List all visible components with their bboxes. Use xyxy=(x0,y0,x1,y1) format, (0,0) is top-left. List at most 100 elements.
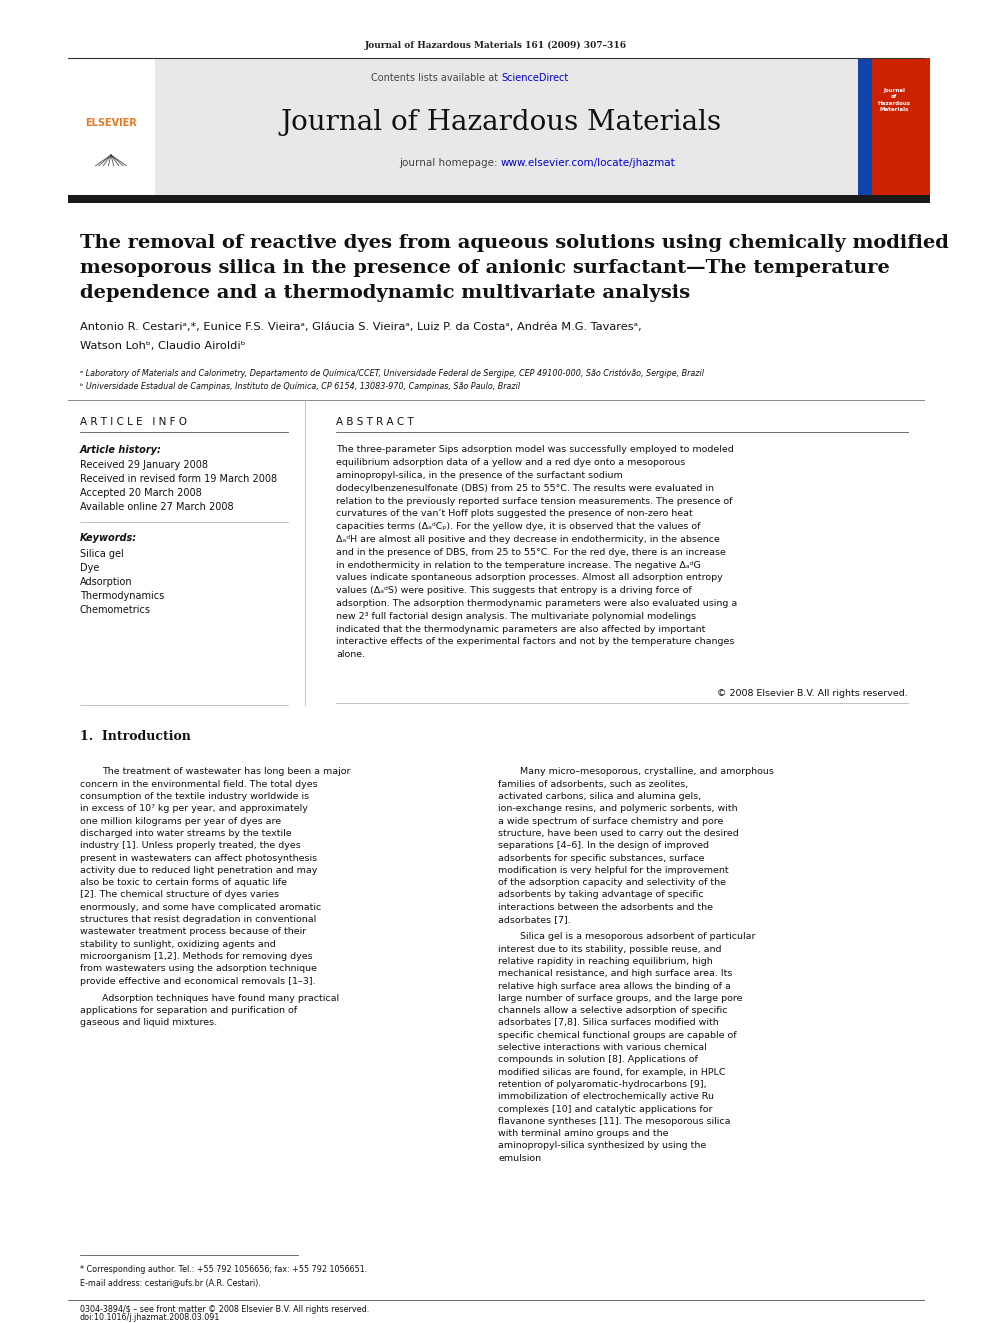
Text: large number of surface groups, and the large pore: large number of surface groups, and the … xyxy=(498,994,742,1003)
Text: of the adsorption capacity and selectivity of the: of the adsorption capacity and selectivi… xyxy=(498,878,726,888)
Text: Article history:: Article history: xyxy=(80,445,162,455)
Text: Dye: Dye xyxy=(80,564,99,573)
Text: in excess of 10⁷ kg per year, and approximately: in excess of 10⁷ kg per year, and approx… xyxy=(80,804,308,814)
Text: Antonio R. Cestariᵃ,*, Eunice F.S. Vieiraᵃ, Gláucia S. Vieiraᵃ, Luiz P. da Costa: Antonio R. Cestariᵃ,*, Eunice F.S. Vieir… xyxy=(80,321,642,332)
Text: adsorption. The adsorption thermodynamic parameters were also evaluated using a: adsorption. The adsorption thermodynamic… xyxy=(336,599,737,609)
Text: with terminal amino groups and the: with terminal amino groups and the xyxy=(498,1130,669,1138)
Text: present in wastewaters can affect photosynthesis: present in wastewaters can affect photos… xyxy=(80,853,317,863)
Text: complexes [10] and catalytic applications for: complexes [10] and catalytic application… xyxy=(498,1105,712,1114)
Text: The removal of reactive dyes from aqueous solutions using chemically modified: The removal of reactive dyes from aqueou… xyxy=(80,234,949,251)
Text: modification is very helpful for the improvement: modification is very helpful for the imp… xyxy=(498,865,729,875)
Text: aminopropyl-silica, in the presence of the surfactant sodium: aminopropyl-silica, in the presence of t… xyxy=(336,471,623,480)
Text: Chemometrics: Chemometrics xyxy=(80,605,151,615)
Text: wastewater treatment process because of their: wastewater treatment process because of … xyxy=(80,927,307,937)
Text: doi:10.1016/j.jhazmat.2008.03.091: doi:10.1016/j.jhazmat.2008.03.091 xyxy=(80,1314,220,1323)
Text: new 2³ full factorial design analysis. The multivariate polynomial modelings: new 2³ full factorial design analysis. T… xyxy=(336,613,696,620)
Text: emulsion: emulsion xyxy=(498,1154,541,1163)
Text: A B S T R A C T: A B S T R A C T xyxy=(336,417,414,427)
Text: activity due to reduced light penetration and may: activity due to reduced light penetratio… xyxy=(80,865,317,875)
Text: Silica gel is a mesoporous adsorbent of particular: Silica gel is a mesoporous adsorbent of … xyxy=(520,933,756,942)
Text: Received in revised form 19 March 2008: Received in revised form 19 March 2008 xyxy=(80,474,277,484)
Text: dodecylbenzenesulfonate (DBS) from 25 to 55°C. The results were evaluated in: dodecylbenzenesulfonate (DBS) from 25 to… xyxy=(336,484,714,493)
Text: Adsorption: Adsorption xyxy=(80,577,133,587)
Text: Silica gel: Silica gel xyxy=(80,549,124,560)
Text: www.elsevier.com/locate/jhazmat: www.elsevier.com/locate/jhazmat xyxy=(501,157,676,168)
Text: ELSEVIER: ELSEVIER xyxy=(85,118,137,128)
Text: provide effective and economical removals [1–3].: provide effective and economical removal… xyxy=(80,976,315,986)
Text: Accepted 20 March 2008: Accepted 20 March 2008 xyxy=(80,488,201,497)
Bar xyxy=(68,58,155,194)
Text: interactions between the adsorbents and the: interactions between the adsorbents and … xyxy=(498,902,713,912)
Text: mechanical resistance, and high surface area. Its: mechanical resistance, and high surface … xyxy=(498,970,732,978)
Text: modified silicas are found, for example, in HPLC: modified silicas are found, for example,… xyxy=(498,1068,725,1077)
Text: relation to the previously reported surface tension measurements. The presence o: relation to the previously reported surf… xyxy=(336,496,732,505)
Text: Adsorption techniques have found many practical: Adsorption techniques have found many pr… xyxy=(102,994,339,1003)
Text: [2]. The chemical structure of dyes varies: [2]. The chemical structure of dyes vari… xyxy=(80,890,279,900)
Text: ΔₐᵈH are almost all positive and they decrease in endothermicity, in the absence: ΔₐᵈH are almost all positive and they de… xyxy=(336,534,720,544)
Text: retention of polyaromatic-hydrocarbons [9],: retention of polyaromatic-hydrocarbons [… xyxy=(498,1080,706,1089)
Text: relative high surface area allows the binding of a: relative high surface area allows the bi… xyxy=(498,982,731,991)
Text: capacities terms (ΔₐᵈCₚ). For the yellow dye, it is observed that the values of: capacities terms (ΔₐᵈCₚ). For the yellow… xyxy=(336,523,700,532)
Text: channels allow a selective adsorption of specific: channels allow a selective adsorption of… xyxy=(498,1007,727,1015)
Text: The three-parameter Sips adsorption model was successfully employed to modeled: The three-parameter Sips adsorption mode… xyxy=(336,446,734,455)
Text: structures that resist degradation in conventional: structures that resist degradation in co… xyxy=(80,916,316,923)
Text: interactive effects of the experimental factors and not by the temperature chang: interactive effects of the experimental … xyxy=(336,638,734,647)
Text: A R T I C L E   I N F O: A R T I C L E I N F O xyxy=(80,417,187,427)
Text: flavanone syntheses [11]. The mesoporous silica: flavanone syntheses [11]. The mesoporous… xyxy=(498,1117,730,1126)
Text: and in the presence of DBS, from 25 to 55°C. For the red dye, there is an increa: and in the presence of DBS, from 25 to 5… xyxy=(336,548,726,557)
Text: Watson Lohᵇ, Claudio Airoldiᵇ: Watson Lohᵇ, Claudio Airoldiᵇ xyxy=(80,341,245,351)
Text: relative rapidity in reaching equilibrium, high: relative rapidity in reaching equilibriu… xyxy=(498,957,712,966)
Text: ᵇ Universidade Estadual de Campinas, Instituto de Química, CP 6154, 13083-970, C: ᵇ Universidade Estadual de Campinas, Ins… xyxy=(80,382,520,392)
Text: enormously, and some have complicated aromatic: enormously, and some have complicated ar… xyxy=(80,902,321,912)
Text: adsorbents by taking advantage of specific: adsorbents by taking advantage of specif… xyxy=(498,890,703,900)
Text: adsorbents for specific substances, surface: adsorbents for specific substances, surf… xyxy=(498,853,704,863)
Text: one million kilograms per year of dyes are: one million kilograms per year of dyes a… xyxy=(80,816,281,826)
Text: immobilization of electrochemically active Ru: immobilization of electrochemically acti… xyxy=(498,1093,714,1101)
Text: Contents lists available at: Contents lists available at xyxy=(371,73,501,83)
Text: gaseous and liquid mixtures.: gaseous and liquid mixtures. xyxy=(80,1019,217,1028)
Text: dependence and a thermodynamic multivariate analysis: dependence and a thermodynamic multivari… xyxy=(80,284,690,302)
Text: adsorbates [7,8]. Silica surfaces modified with: adsorbates [7,8]. Silica surfaces modifi… xyxy=(498,1019,719,1028)
Text: consumption of the textile industry worldwide is: consumption of the textile industry worl… xyxy=(80,792,310,802)
Text: industry [1]. Unless properly treated, the dyes: industry [1]. Unless properly treated, t… xyxy=(80,841,301,851)
Text: values indicate spontaneous adsorption processes. Almost all adsorption entropy: values indicate spontaneous adsorption p… xyxy=(336,573,723,582)
Text: adsorbates [7].: adsorbates [7]. xyxy=(498,916,570,923)
Text: Thermodynamics: Thermodynamics xyxy=(80,591,165,601)
Text: * Corresponding author. Tel.: +55 792 1056656; fax: +55 792 1056651.: * Corresponding author. Tel.: +55 792 10… xyxy=(80,1265,367,1274)
Text: discharged into water streams by the textile: discharged into water streams by the tex… xyxy=(80,830,292,837)
Text: indicated that the thermodynamic parameters are also affected by important: indicated that the thermodynamic paramet… xyxy=(336,624,705,634)
Text: values (ΔₐᵈS) were positive. This suggests that entropy is a driving force of: values (ΔₐᵈS) were positive. This sugges… xyxy=(336,586,691,595)
Text: E-mail address: cestari@ufs.br (A.R. Cestari).: E-mail address: cestari@ufs.br (A.R. Ces… xyxy=(80,1278,261,1287)
Bar xyxy=(858,58,930,194)
Text: selective interactions with various chemical: selective interactions with various chem… xyxy=(498,1043,706,1052)
Bar xyxy=(68,58,858,194)
Text: structure, have been used to carry out the desired: structure, have been used to carry out t… xyxy=(498,830,739,837)
Text: also be toxic to certain forms of aquatic life: also be toxic to certain forms of aquati… xyxy=(80,878,287,888)
Text: The treatment of wastewater has long been a major: The treatment of wastewater has long bee… xyxy=(102,767,350,777)
Bar xyxy=(858,58,872,194)
Text: aminopropyl-silica synthesized by using the: aminopropyl-silica synthesized by using … xyxy=(498,1142,706,1151)
Text: in endothermicity in relation to the temperature increase. The negative ΔₐᵈG: in endothermicity in relation to the tem… xyxy=(336,561,700,570)
Text: © 2008 Elsevier B.V. All rights reserved.: © 2008 Elsevier B.V. All rights reserved… xyxy=(717,688,908,697)
Text: 1.  Introduction: 1. Introduction xyxy=(80,730,190,744)
Text: Journal of Hazardous Materials: Journal of Hazardous Materials xyxy=(281,108,721,135)
Bar xyxy=(68,194,930,202)
Text: Many micro–mesoporous, crystalline, and amorphous: Many micro–mesoporous, crystalline, and … xyxy=(520,767,774,777)
Text: a wide spectrum of surface chemistry and pore: a wide spectrum of surface chemistry and… xyxy=(498,816,723,826)
Text: curvatures of the van’t Hoff plots suggested the presence of non-zero heat: curvatures of the van’t Hoff plots sugge… xyxy=(336,509,692,519)
Text: microorganism [1,2]. Methods for removing dyes: microorganism [1,2]. Methods for removin… xyxy=(80,953,312,960)
Text: alone.: alone. xyxy=(336,651,365,659)
Text: compounds in solution [8]. Applications of: compounds in solution [8]. Applications … xyxy=(498,1056,698,1065)
Text: families of adsorbents, such as zeolites,: families of adsorbents, such as zeolites… xyxy=(498,779,688,789)
Text: ᵃ Laboratory of Materials and Calorimetry, Departamento de Química/CCET, Univers: ᵃ Laboratory of Materials and Calorimetr… xyxy=(80,368,704,378)
Text: ion-exchange resins, and polymeric sorbents, with: ion-exchange resins, and polymeric sorbe… xyxy=(498,804,738,814)
Text: ScienceDirect: ScienceDirect xyxy=(501,73,568,83)
Text: Journal
of
Hazardous
Materials: Journal of Hazardous Materials xyxy=(878,89,911,112)
Text: journal homepage:: journal homepage: xyxy=(399,157,501,168)
Text: equilibrium adsorption data of a yellow and a red dye onto a mesoporous: equilibrium adsorption data of a yellow … xyxy=(336,458,685,467)
Text: Keywords:: Keywords: xyxy=(80,533,137,542)
Text: Available online 27 March 2008: Available online 27 March 2008 xyxy=(80,501,234,512)
Text: Journal of Hazardous Materials 161 (2009) 307–316: Journal of Hazardous Materials 161 (2009… xyxy=(365,41,627,49)
Text: 0304-3894/$ – see front matter © 2008 Elsevier B.V. All rights reserved.: 0304-3894/$ – see front matter © 2008 El… xyxy=(80,1306,369,1315)
Text: interest due to its stability, possible reuse, and: interest due to its stability, possible … xyxy=(498,945,721,954)
